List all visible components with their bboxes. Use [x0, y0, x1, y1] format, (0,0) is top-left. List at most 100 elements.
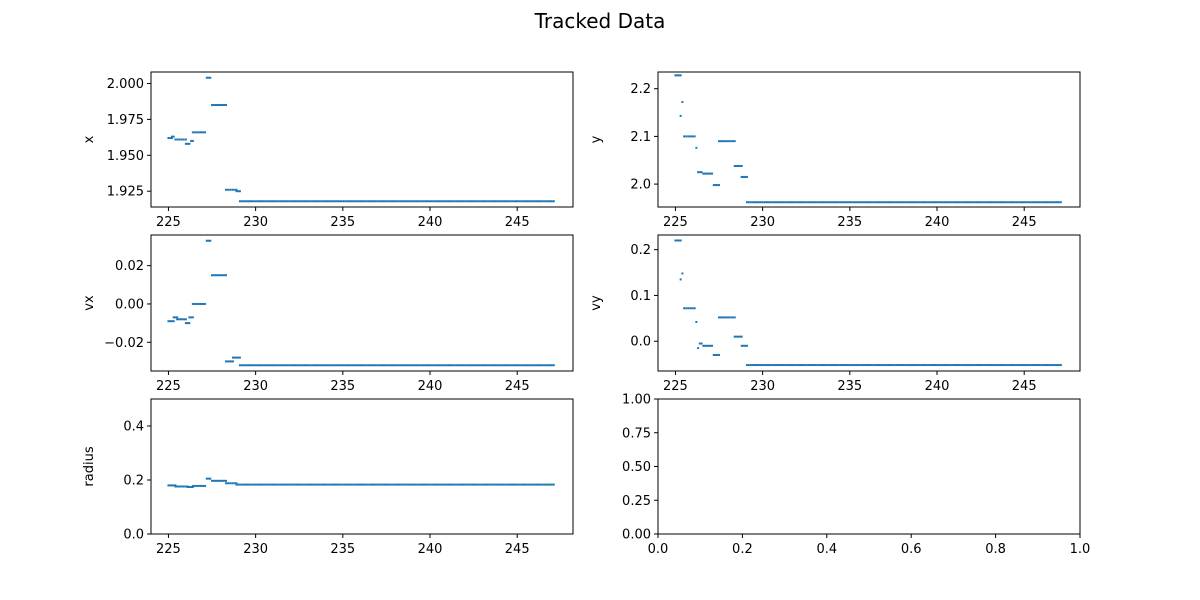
data-point: [235, 190, 238, 193]
data-point: [365, 364, 368, 367]
data-point: [191, 131, 194, 134]
data-point: [422, 200, 425, 203]
data-point: [333, 483, 336, 486]
data-point: [828, 364, 831, 367]
data-point: [369, 200, 372, 203]
data-point: [547, 364, 550, 367]
data-point: [176, 316, 179, 319]
data-point: [391, 483, 394, 486]
data-point: [277, 364, 280, 367]
data-point: [1027, 201, 1030, 204]
data-point: [418, 364, 421, 367]
data-point: [712, 184, 715, 187]
data-point: [550, 483, 553, 486]
data-point: [460, 364, 463, 367]
axes-frame: [657, 234, 1081, 372]
data-point: [372, 200, 375, 203]
data-point: [491, 364, 494, 367]
data-point: [889, 364, 892, 367]
data-point: [946, 201, 949, 204]
data-point: [545, 364, 548, 367]
data-point: [718, 184, 721, 187]
data-point: [263, 364, 266, 367]
figure-title: Tracked Data: [534, 9, 666, 33]
data-point: [537, 200, 540, 203]
data-point: [202, 302, 205, 305]
data-point: [527, 200, 530, 203]
data-point: [814, 201, 817, 204]
data-point: [931, 364, 934, 367]
data-point: [464, 364, 467, 367]
data-point: [820, 201, 823, 204]
data-point: [416, 364, 419, 367]
axes-frame: [657, 398, 1081, 535]
data-point: [822, 201, 825, 204]
data-point: [336, 364, 339, 367]
data-point: [994, 201, 997, 204]
data-point: [870, 364, 873, 367]
data-point: [361, 364, 364, 367]
data-point: [1033, 364, 1036, 367]
data-point: [390, 200, 393, 203]
data-point: [478, 364, 481, 367]
data-point: [506, 364, 509, 367]
data-point: [406, 483, 409, 486]
data-point: [409, 364, 412, 367]
data-point: [809, 201, 812, 204]
data-point: [462, 483, 465, 486]
data-point: [435, 483, 438, 486]
data-point: [437, 483, 440, 486]
data-point: [518, 200, 521, 203]
data-point: [260, 483, 263, 486]
data-point: [483, 483, 486, 486]
data-point: [525, 483, 528, 486]
data-point: [966, 364, 969, 367]
data-point: [211, 274, 214, 277]
data-point: [853, 201, 856, 204]
data-point: [770, 364, 773, 367]
data-point: [191, 486, 194, 489]
subplot-radius: 225 230 235 240 245 0.0 0.2 0.4 radius: [82, 398, 574, 557]
data-point: [450, 483, 453, 486]
y-tick-label: 0.02: [115, 259, 144, 274]
data-point: [548, 200, 551, 203]
data-point: [681, 101, 684, 104]
data-point: [443, 200, 446, 203]
data-point: [763, 364, 766, 367]
data-point: [237, 356, 240, 359]
data-point: [433, 483, 436, 486]
x-tick-label: 235: [837, 215, 862, 230]
y-tick-label: 0.50: [622, 460, 651, 475]
data-point: [1006, 201, 1009, 204]
y-axis-label: y: [589, 135, 604, 143]
data-point: [526, 364, 529, 367]
x-tick-label: 240: [418, 379, 443, 394]
data-point: [768, 201, 771, 204]
data-point: [408, 483, 411, 486]
data-point: [832, 364, 835, 367]
data-point: [473, 483, 476, 486]
x-tick-label: 240: [925, 215, 950, 230]
data-point: [182, 485, 185, 488]
data-point: [883, 364, 886, 367]
data-point: [927, 201, 930, 204]
data-point: [770, 201, 773, 204]
data-point: [1011, 364, 1014, 367]
data-point: [689, 135, 692, 138]
data-point: [229, 188, 232, 191]
data-point: [393, 483, 396, 486]
data-point: [273, 483, 276, 486]
data-point: [1031, 201, 1034, 204]
data-point: [376, 364, 379, 367]
data-point: [409, 200, 412, 203]
data-point: [250, 200, 253, 203]
data-point: [289, 483, 292, 486]
data-point: [1036, 364, 1039, 367]
data-point: [830, 201, 833, 204]
data-point: [923, 364, 926, 367]
data-point: [531, 200, 534, 203]
data-point: [179, 318, 182, 321]
data-point: [1002, 201, 1005, 204]
data-point: [370, 364, 373, 367]
